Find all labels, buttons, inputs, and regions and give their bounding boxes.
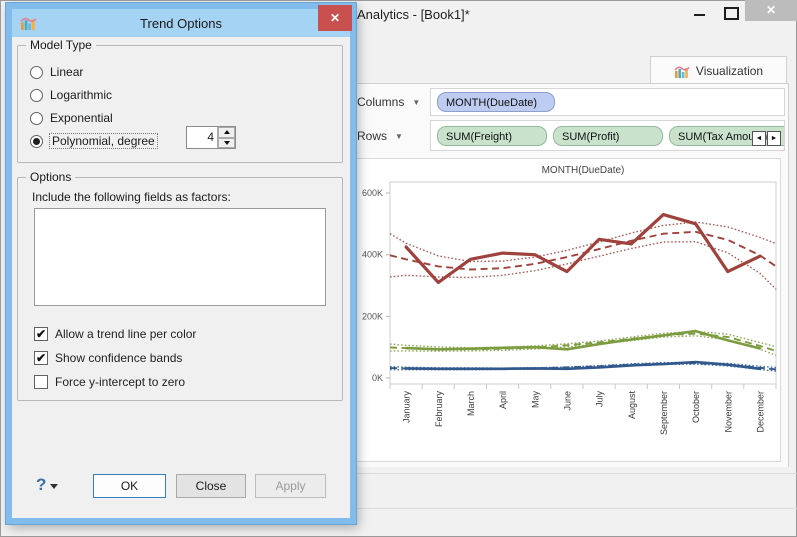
tab-label: Visualization (695, 63, 764, 78)
svg-text:October: October (691, 391, 701, 423)
radio-logarithmic[interactable]: Logarithmic (30, 87, 112, 103)
help-icon[interactable]: ? (36, 475, 47, 494)
trend-chart-icon (20, 14, 37, 31)
factors-label: Include the following fields as factors: (32, 190, 231, 204)
checkbox-icon[interactable]: ✔ (34, 351, 48, 365)
ok-button[interactable]: OK (93, 474, 166, 498)
window-close-button[interactable]: ✕ (745, 0, 797, 21)
svg-text:August: August (627, 391, 637, 420)
tab-visualization[interactable]: Visualization (650, 56, 787, 84)
checkbox-show-confidence-bands[interactable]: ✔ Show confidence bands (34, 351, 183, 365)
checkbox-trend-line-per-color[interactable]: ✔ Allow a trend line per color (34, 327, 197, 341)
svg-text:May: May (530, 391, 540, 409)
svg-text:June: June (562, 391, 572, 411)
radio-icon[interactable] (30, 111, 43, 125)
dialog-title: Trend Options (140, 15, 222, 31)
statusbar-divider (338, 508, 797, 509)
rows-shelf-well: SUM(Freight) SUM(Profit) SUM(Tax Amount) (430, 120, 785, 151)
svg-text:February: February (434, 391, 444, 428)
degree-spinner[interactable]: 4 (186, 126, 236, 149)
checkbox-force-y-intercept[interactable]: Force y-intercept to zero (34, 374, 185, 390)
chevron-down-icon[interactable]: ▼ (395, 131, 403, 141)
shelf-scroll-left-button[interactable]: ◄ (752, 131, 766, 146)
svg-text:0K: 0K (372, 373, 383, 383)
factors-listbox[interactable] (34, 208, 326, 306)
pill-sum-freight[interactable]: SUM(Freight) (437, 126, 547, 146)
help-button[interactable]: ? (36, 475, 59, 495)
spinner-down-button[interactable] (218, 137, 235, 148)
svg-text:December: December (755, 391, 765, 433)
svg-text:200K: 200K (362, 311, 383, 321)
window-title: Analytics - [Book1]* (357, 7, 470, 22)
shelf-scroll-right-button[interactable]: ► (767, 131, 781, 146)
chevron-down-icon (50, 484, 59, 489)
checkbox-icon[interactable] (34, 375, 48, 389)
radio-exponential[interactable]: Exponential (30, 110, 113, 126)
svg-text:400K: 400K (362, 250, 383, 260)
svg-text:600K: 600K (362, 188, 383, 198)
model-type-group: Model Type Linear Logarithmic Exponentia… (17, 38, 343, 163)
statusbar-divider (338, 473, 797, 474)
apply-button[interactable]: Apply (255, 474, 326, 498)
dialog-titlebar: Trend Options ✕ (12, 5, 352, 37)
options-legend: Options (26, 170, 76, 184)
svg-text:November: November (723, 391, 733, 433)
checkbox-icon[interactable]: ✔ (34, 327, 48, 341)
radio-icon[interactable] (30, 88, 43, 102)
svg-text:April: April (498, 391, 508, 409)
columns-shelf-label[interactable]: Columns ▼ (357, 95, 421, 109)
radio-icon[interactable] (30, 134, 43, 148)
trend-chart-svg: MONTH(DueDate) 0K 200K 400K 600K January Febru… (362, 165, 777, 435)
pill-month-duedate[interactable]: MONTH(DueDate) (437, 92, 555, 112)
svg-text:January: January (402, 391, 412, 424)
close-button[interactable]: Close (176, 474, 246, 498)
chart-canvas: MONTH(DueDate) 0K 200K 400K 600K January Febru… (344, 158, 781, 462)
maximize-icon[interactable] (724, 7, 739, 20)
svg-text:July: July (595, 391, 605, 408)
model-type-legend: Model Type (26, 38, 96, 52)
radio-polynomial-degree[interactable]: Polynomial, degree (30, 133, 158, 149)
up-arrow-icon (223, 130, 230, 135)
svg-text:March: March (466, 391, 476, 416)
degree-value[interactable]: 4 (207, 130, 214, 144)
options-group: Options Include the following fields as … (17, 170, 343, 401)
minimize-icon[interactable] (694, 14, 705, 16)
svg-text:MONTH(DueDate): MONTH(DueDate) (542, 165, 625, 176)
visualization-chart-icon (674, 63, 690, 79)
radio-linear[interactable]: Linear (30, 64, 83, 80)
dialog-content: Model Type Linear Logarithmic Exponentia… (12, 37, 350, 518)
dialog-close-icon[interactable]: ✕ (318, 5, 352, 31)
radio-icon[interactable] (30, 65, 43, 79)
rows-shelf-label[interactable]: Rows ▼ (357, 129, 403, 143)
svg-text:September: September (659, 391, 669, 435)
columns-shelf-well: MONTH(DueDate) (430, 88, 785, 116)
spinner-up-button[interactable] (218, 127, 235, 138)
pill-sum-profit[interactable]: SUM(Profit) (553, 126, 663, 146)
down-arrow-icon (223, 140, 230, 145)
chevron-down-icon[interactable]: ▼ (412, 97, 421, 107)
trend-options-dialog: Trend Options ✕ Model Type Linear Logari… (6, 3, 356, 524)
